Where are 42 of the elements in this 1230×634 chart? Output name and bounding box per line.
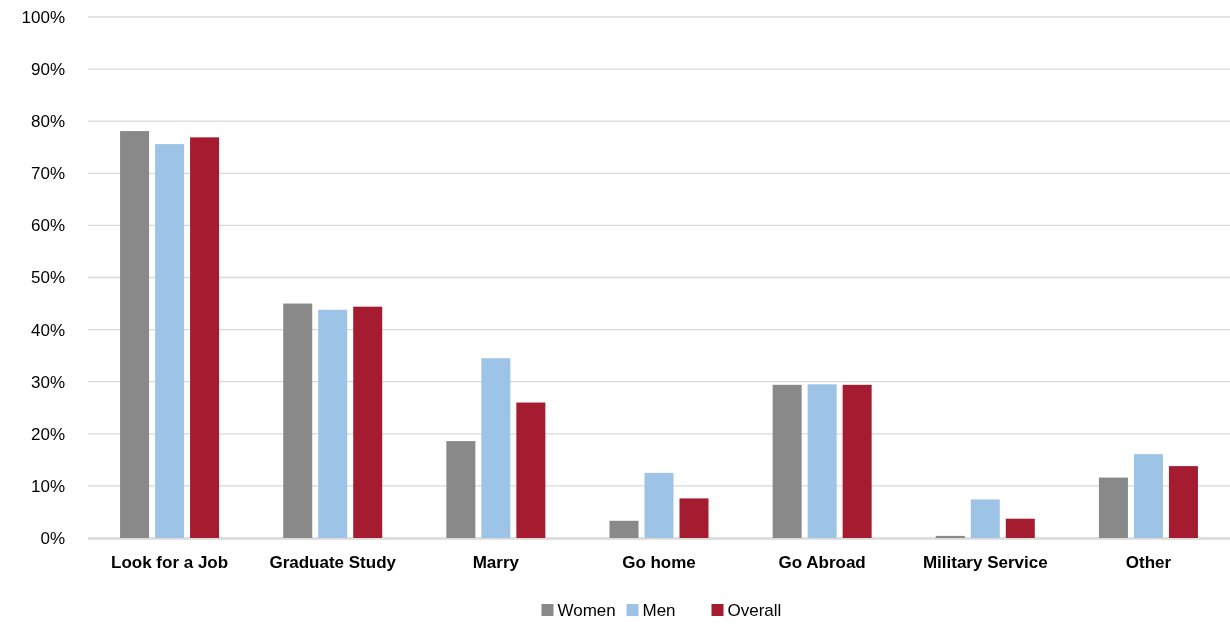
bar [807,384,837,538]
y-tick-label: 60% [30,216,65,236]
y-tick-label: 50% [30,268,65,288]
bar [481,358,511,538]
y-tick-label: 100% [21,7,65,27]
x-tick-label: Look for a Job [111,553,229,572]
y-tick-label: 80% [30,112,65,132]
bar [1098,477,1128,538]
x-tick-label: Go Abroad [778,553,866,572]
bar [935,535,965,538]
bar [190,137,220,538]
bar [679,498,709,538]
bar [772,384,802,538]
bar [842,384,872,538]
bar [644,472,674,538]
legend-label: Women [557,600,616,620]
y-tick-label: 0% [40,528,65,548]
x-tick-label: Military Service [922,553,1048,572]
y-tick-label: 90% [30,60,65,80]
bar [283,303,313,538]
bar [970,499,1000,538]
x-tick-label: Graduate Study [269,553,397,572]
bar [1005,518,1035,538]
y-tick-label: 40% [30,320,65,340]
legend-label: Men [642,600,676,620]
bar [1133,454,1163,538]
y-tick-label: 70% [30,164,65,184]
x-tick-label: Other [1125,553,1172,572]
bar [120,131,150,538]
bar [1168,466,1198,538]
bar [516,402,546,538]
bar [318,309,348,538]
y-tick-label: 30% [30,372,65,392]
legend-label: Overall [727,600,782,620]
y-tick-label: 10% [30,476,65,496]
x-tick-label: Marry [472,553,520,572]
bar [155,144,185,538]
bar [609,520,639,538]
bar [446,441,476,538]
bar [353,306,383,538]
x-tick-label: Go home [622,553,696,572]
y-tick-label: 20% [30,424,65,444]
